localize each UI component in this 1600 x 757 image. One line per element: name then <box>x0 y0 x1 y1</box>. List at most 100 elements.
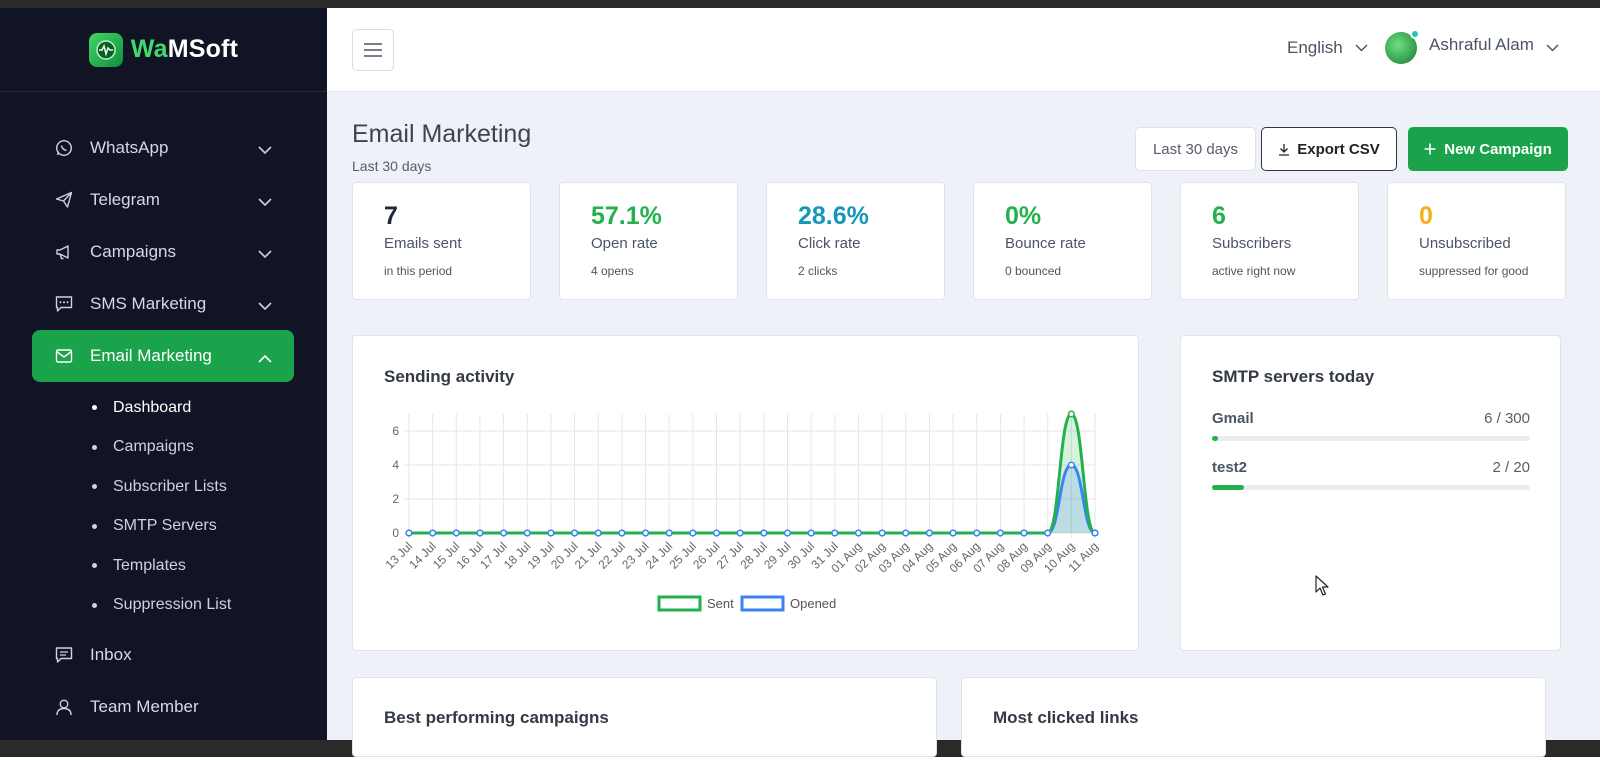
paper-plane-icon <box>54 190 74 210</box>
hamburger-icon <box>364 43 382 57</box>
megaphone-icon <box>54 242 74 262</box>
sidebar-item-inbox[interactable]: Inbox <box>32 629 294 681</box>
data-point-opened <box>854 529 862 537</box>
data-point-opened <box>807 529 815 537</box>
data-point-opened <box>452 529 460 537</box>
stat-card-click-rate: 28.6% Click rate 2 clicks <box>766 182 945 300</box>
plus-icon <box>1424 143 1436 155</box>
smtp-usage-fill <box>1212 436 1219 441</box>
data-point-opened <box>523 529 531 537</box>
y-tick-label: 4 <box>392 458 399 472</box>
bullet-icon <box>92 602 97 608</box>
mail-icon <box>54 346 74 366</box>
chevron-up-icon <box>258 348 272 368</box>
subnav-item-templates[interactable]: Templates <box>92 546 327 586</box>
chat-icon <box>54 294 74 314</box>
data-point-opened <box>500 529 508 537</box>
subnav-item-campaigns[interactable]: Campaigns <box>92 428 327 468</box>
data-point-opened <box>405 529 413 537</box>
stat-label: Bounce rate <box>1005 235 1086 252</box>
menu-toggle-button[interactable] <box>352 29 394 71</box>
data-point-opened <box>760 529 768 537</box>
logo-icon <box>88 32 123 67</box>
date-range-button[interactable]: Last 30 days <box>1135 127 1256 171</box>
logo[interactable]: WaMSoft <box>0 8 327 92</box>
sidebar-item-label: Telegram <box>90 190 160 209</box>
data-point-opened <box>1020 529 1028 537</box>
bullet-icon <box>92 444 97 450</box>
user-icon <box>54 697 74 717</box>
best-campaigns-card: Best performing campaigns <box>352 677 937 757</box>
subnav-label: Templates <box>113 556 186 574</box>
language-selector[interactable]: English <box>1287 38 1368 58</box>
y-tick-label: 0 <box>392 526 399 540</box>
card-title: Sending activity <box>384 367 515 386</box>
sidebar-item-email-marketing[interactable]: Email Marketing <box>32 330 294 382</box>
data-point-opened <box>476 529 484 537</box>
stat-note: active right now <box>1212 264 1296 278</box>
stat-note: suppressed for good <box>1419 264 1529 278</box>
stat-value: 57.1% <box>591 202 662 230</box>
subnav-label: Campaigns <box>113 438 194 456</box>
bullet-icon <box>92 405 97 411</box>
subnav-item-subscriber-lists[interactable]: Subscriber Lists <box>92 467 327 507</box>
sidebar-item-label: WhatsApp <box>90 138 169 157</box>
sidebar-item-label: SMS Marketing <box>90 294 207 313</box>
user-menu[interactable]: Ashraful Alam <box>1385 29 1559 64</box>
data-point-opened <box>712 529 721 537</box>
bullet-icon <box>92 563 97 569</box>
data-point-opened <box>594 529 602 537</box>
chevron-down-icon <box>258 192 272 212</box>
subnav-label: Suppression List <box>113 596 232 614</box>
sidebar-item-label: Team Member <box>90 697 199 716</box>
smtp-name: test2 <box>1212 459 1248 476</box>
chevron-down-icon <box>258 244 272 264</box>
sidebar-item-label: Campaigns <box>90 242 176 261</box>
stat-value: 7 <box>384 202 398 230</box>
stat-card-subscribers: 6 Subscribers active right now <box>1180 182 1359 300</box>
data-point-opened <box>949 529 957 537</box>
new-campaign-label: New Campaign <box>1444 140 1552 158</box>
stat-note: 4 opens <box>591 264 634 278</box>
sidebar-item-sms-marketing[interactable]: SMS Marketing <box>32 278 294 330</box>
export-csv-label: Export CSV <box>1297 140 1380 158</box>
sidebar-item-team-member[interactable]: Team Member <box>32 681 294 733</box>
smtp-count: 2 / 20 <box>1492 459 1530 476</box>
data-point-opened <box>618 529 626 537</box>
series-line-sent <box>409 412 1097 535</box>
y-tick-label: 6 <box>392 424 399 438</box>
chevron-down-icon <box>1355 44 1368 52</box>
stat-value: 28.6% <box>798 202 869 230</box>
data-point-opened <box>902 529 910 537</box>
sidebar-item-whatsapp[interactable]: WhatsApp <box>32 122 294 174</box>
smtp-servers-card: SMTP servers today Gmail 6 / 300 test2 2… <box>1180 335 1561 651</box>
data-point-sent <box>1067 410 1075 418</box>
data-point-opened <box>736 529 744 537</box>
sidebar-item-campaigns[interactable]: Campaigns <box>32 226 294 278</box>
stat-note: in this period <box>384 264 453 278</box>
stat-label: Subscribers <box>1212 235 1292 252</box>
language-label: English <box>1287 38 1343 57</box>
new-campaign-button[interactable]: New Campaign <box>1408 127 1568 171</box>
smtp-usage-bar <box>1212 485 1530 490</box>
legend-label: Sent <box>707 596 734 611</box>
data-point-opened <box>783 529 792 537</box>
page-title: Email Marketing <box>352 120 532 148</box>
subnav-item-suppression-list[interactable]: Suppression List <box>92 586 327 626</box>
most-clicked-links-card: Most clicked links <box>961 677 1546 757</box>
message-icon <box>54 645 74 665</box>
subnav-item-smtp-servers[interactable]: SMTP Servers <box>92 507 327 547</box>
smtp-row-test2: test2 2 / 20 <box>1212 459 1530 490</box>
data-point-opened <box>547 529 555 537</box>
subnav-item-dashboard[interactable]: Dashboard <box>92 388 327 428</box>
export-csv-button[interactable]: Export CSV <box>1261 127 1397 171</box>
sidebar-item-telegram[interactable]: Telegram <box>32 174 294 226</box>
data-point-opened <box>925 529 933 537</box>
bullet-icon <box>92 484 97 490</box>
smtp-usage-fill <box>1212 485 1244 490</box>
data-point-opened <box>831 529 839 537</box>
stat-card-unsubscribed: 0 Unsubscribed suppressed for good <box>1387 182 1566 300</box>
y-tick-label: 2 <box>392 492 399 506</box>
sidebar-item-label: Email Marketing <box>90 346 212 365</box>
sending-activity-card: Sending activity 0 2 4 6 13 Jul 14 Jul 15 Jul 1… <box>352 335 1139 651</box>
